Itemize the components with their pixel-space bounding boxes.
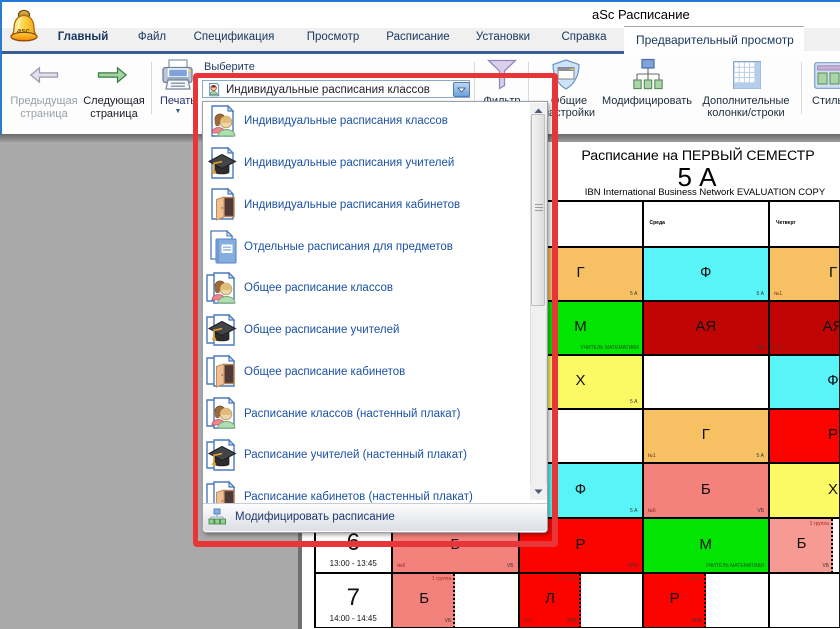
- svg-text:asc: asc: [17, 26, 30, 35]
